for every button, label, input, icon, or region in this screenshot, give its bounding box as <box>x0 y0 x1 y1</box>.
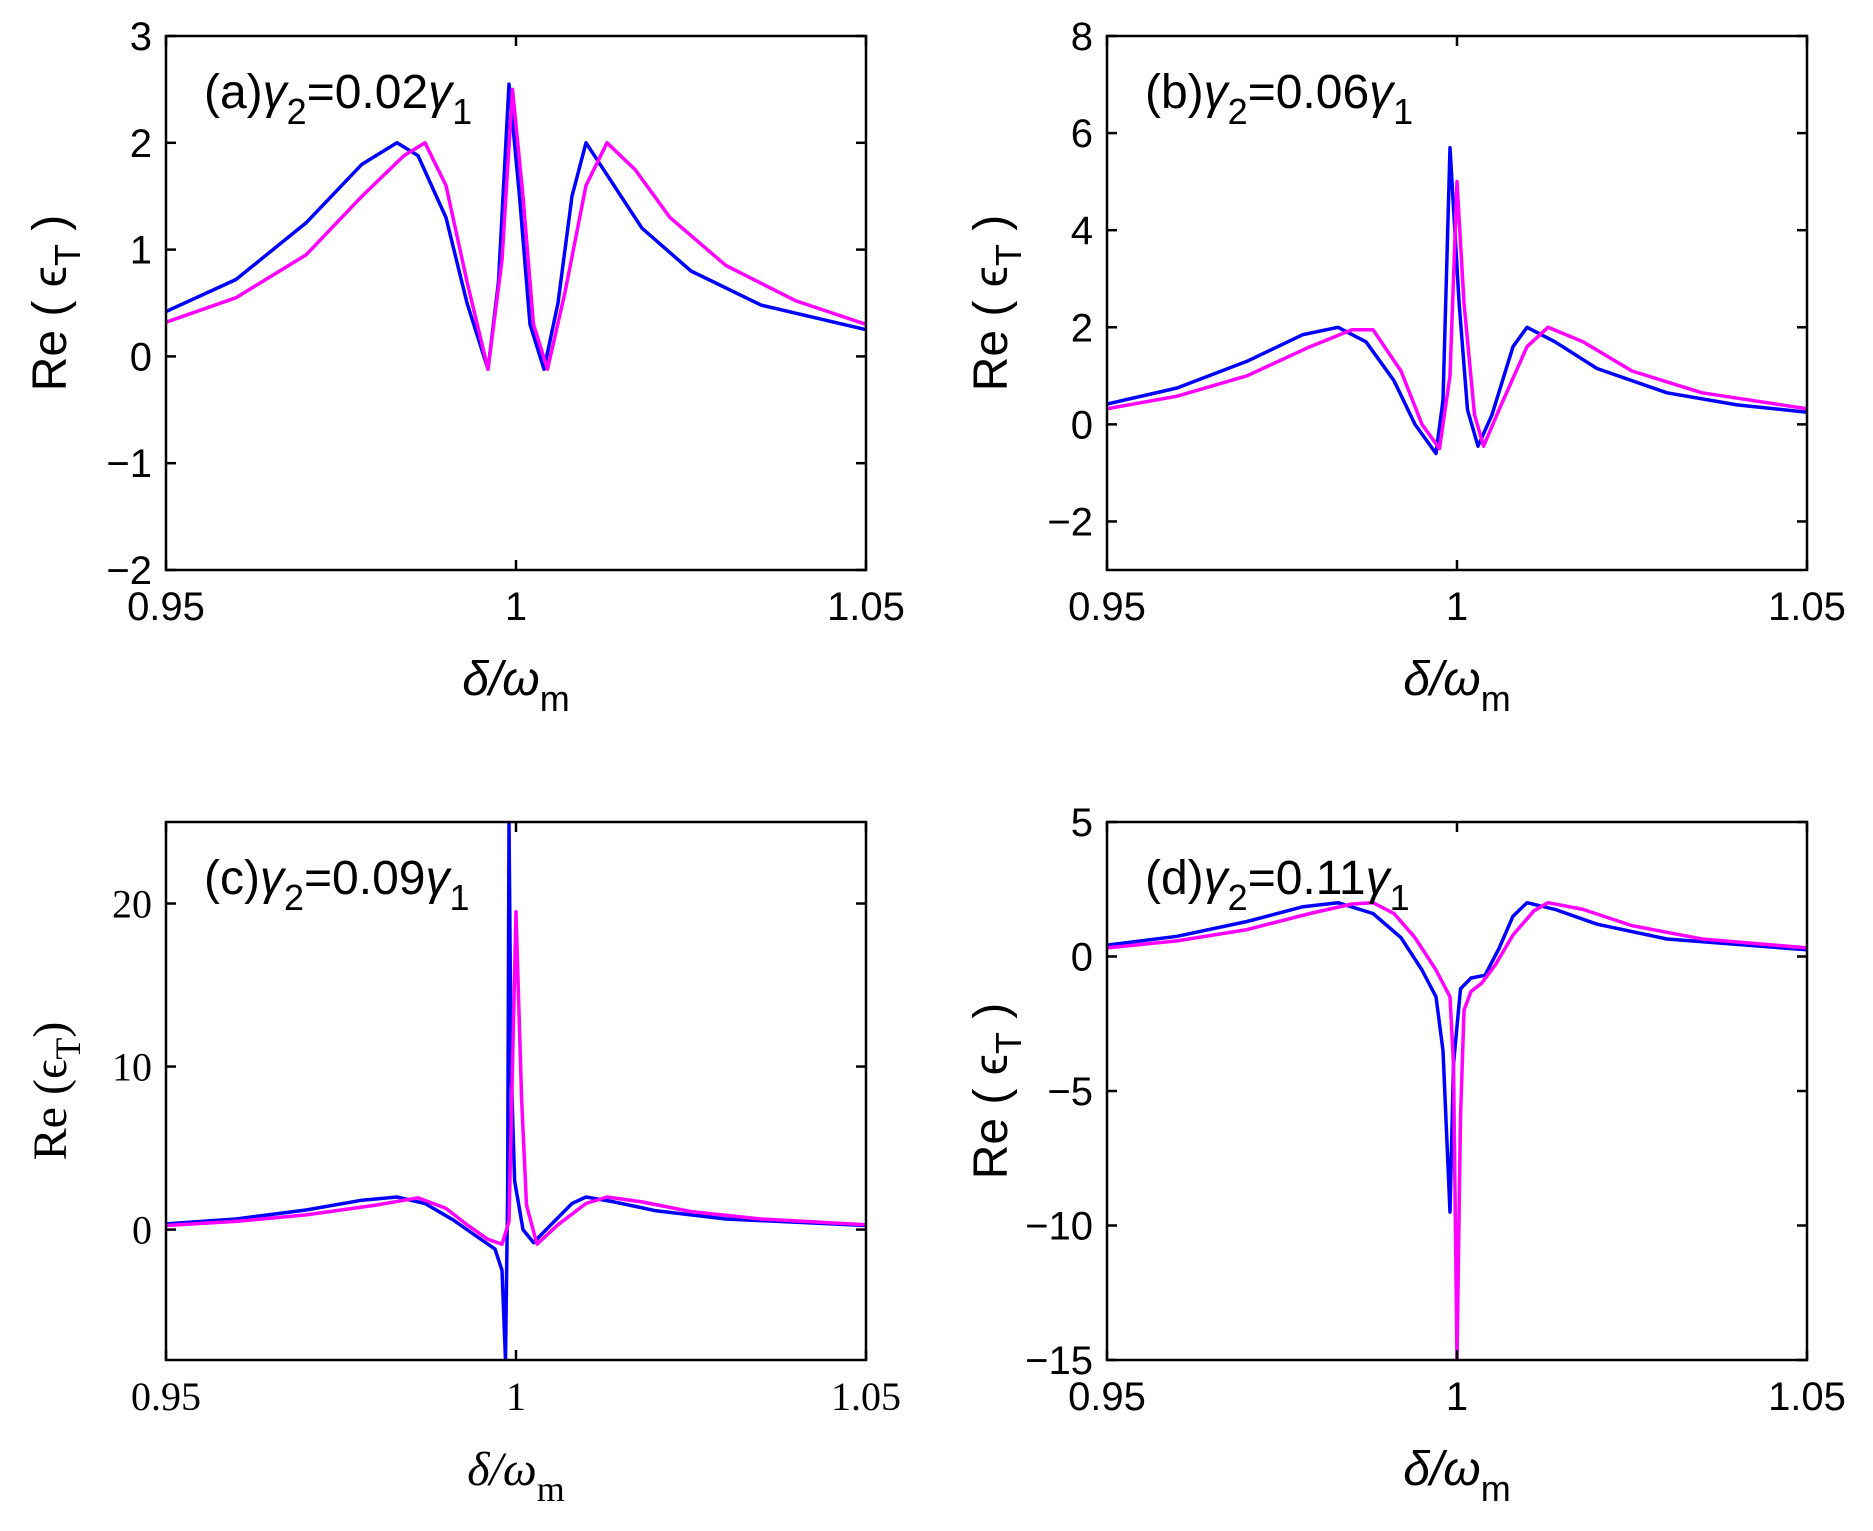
series-magenta-line <box>1107 900 1807 1360</box>
x-tick-label: 1 <box>505 585 527 629</box>
x-tick-label: 1.05 <box>831 1374 901 1419</box>
y-tick-label: 6 <box>1071 112 1093 156</box>
x-tick-label: 1 <box>1446 1375 1468 1419</box>
y-tick-label: 8 <box>1071 15 1093 59</box>
x-tick-label: 1.05 <box>1768 1375 1846 1419</box>
y-tick-label: −15 <box>1025 1339 1093 1383</box>
x-tick-label: 0.95 <box>127 585 205 629</box>
x-tick-label: 1 <box>506 1374 526 1419</box>
x-axis-label: δ/ωm <box>462 653 569 719</box>
panel-label: (c)γ2=0.09γ1 <box>204 852 469 918</box>
y-tick-label: 3 <box>130 15 152 59</box>
series-blue-line <box>166 82 866 371</box>
y-tick-label: 1 <box>130 229 152 273</box>
x-tick-label: 0.95 <box>1068 1375 1146 1419</box>
series-magenta-line <box>166 87 866 371</box>
x-axis-label: δ/ωm <box>467 1443 565 1509</box>
y-tick-label: 5 <box>1071 801 1093 845</box>
panel-c: 0.95 1 1.05 0 10 20 δ/ωm Re (ϵT) (c)γ2=0.09γ1 <box>24 820 901 1509</box>
y-tick-label: −2 <box>1047 500 1093 544</box>
y-tick-label: 4 <box>1071 209 1093 253</box>
panel-label: (d)γ2=0.11γ1 <box>1145 852 1410 918</box>
y-tick-label: 2 <box>1071 306 1093 350</box>
y-tick-label: 2 <box>130 122 152 166</box>
panel-d: 0.95 1 1.05 −15 −10 −5 0 5 δ/ωm Re ( ϵT ) (d)γ2=0.… <box>965 801 1846 1509</box>
y-tick-label: 0 <box>132 1208 152 1253</box>
y-tick-label: −5 <box>1047 1070 1093 1114</box>
x-axis-label: δ/ωm <box>1403 653 1510 719</box>
x-tick-label: 0.95 <box>1068 585 1146 629</box>
y-axis-label: Re (ϵT) <box>24 1022 88 1161</box>
y-tick-label: −1 <box>106 442 152 486</box>
x-tick-label: 0.95 <box>131 1374 201 1419</box>
x-tick-label: 1.05 <box>1768 585 1846 629</box>
x-tick-label: 1.05 <box>827 585 905 629</box>
y-tick-label: 10 <box>112 1045 152 1090</box>
panel-label: (b)γ2=0.06γ1 <box>1145 66 1413 132</box>
y-tick-label: 0 <box>1071 936 1093 980</box>
y-tick-label: 20 <box>112 882 152 927</box>
series-blue-line <box>166 822 866 1360</box>
x-tick-label: 1 <box>1446 585 1468 629</box>
y-tick-label: 0 <box>1071 403 1093 447</box>
y-tick-label: 0 <box>130 335 152 379</box>
x-axis-label: δ/ωm <box>1403 1443 1510 1509</box>
panel-b: 0.95 1 1.05 −2 0 2 4 6 8 δ/ωm Re ( ϵT ) (b)γ2=0.06γ… <box>965 15 1846 719</box>
y-tick-label: −2 <box>106 549 152 593</box>
y-axis-label: Re ( ϵT ) <box>24 215 88 392</box>
series-blue-line <box>1107 900 1807 1214</box>
y-axis-label: Re ( ϵT ) <box>965 215 1029 392</box>
y-axis-label: Re ( ϵT ) <box>965 1003 1029 1180</box>
series-magenta-line <box>1107 179 1807 451</box>
series-magenta-line <box>166 909 866 1246</box>
panel-a: 0.95 1 1.05 −2 −1 0 1 2 3 δ/ωm Re ( ϵT ) (a)γ2=0.02… <box>24 15 905 719</box>
panel-label: (a)γ2=0.02γ1 <box>204 66 472 132</box>
y-tick-label: −10 <box>1025 1205 1093 1249</box>
